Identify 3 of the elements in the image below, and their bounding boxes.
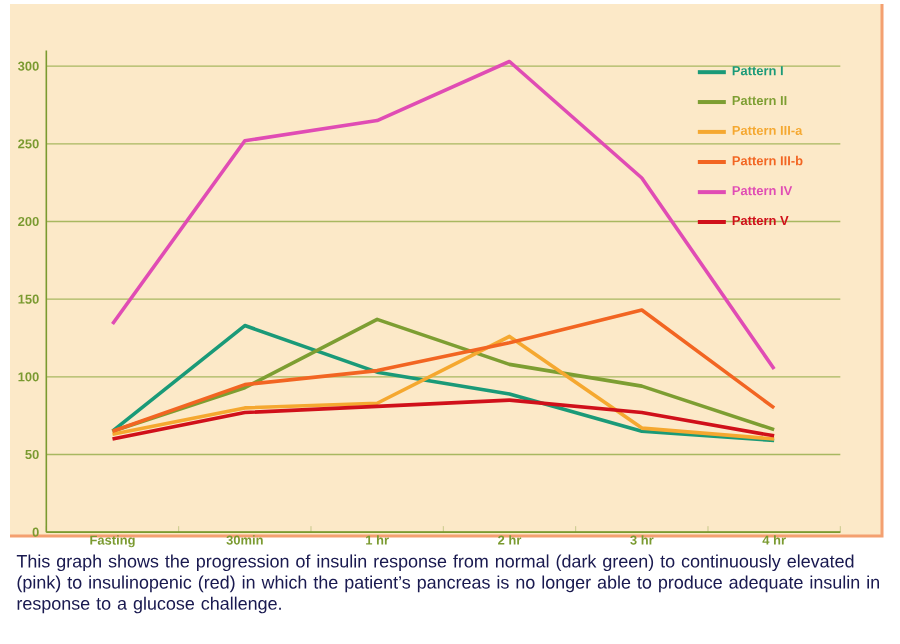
line-series bbox=[110, 59, 776, 371]
text: This graph shows the progression of insulin response from normal (dark green) to continuously elevated (pink) to insulinopenic (red) in which the patient’s pancreas is no longer able to produce adequate insulin in response to a glucose challenge. bbox=[16, 554, 879, 614]
line-series bbox=[110, 398, 776, 441]
